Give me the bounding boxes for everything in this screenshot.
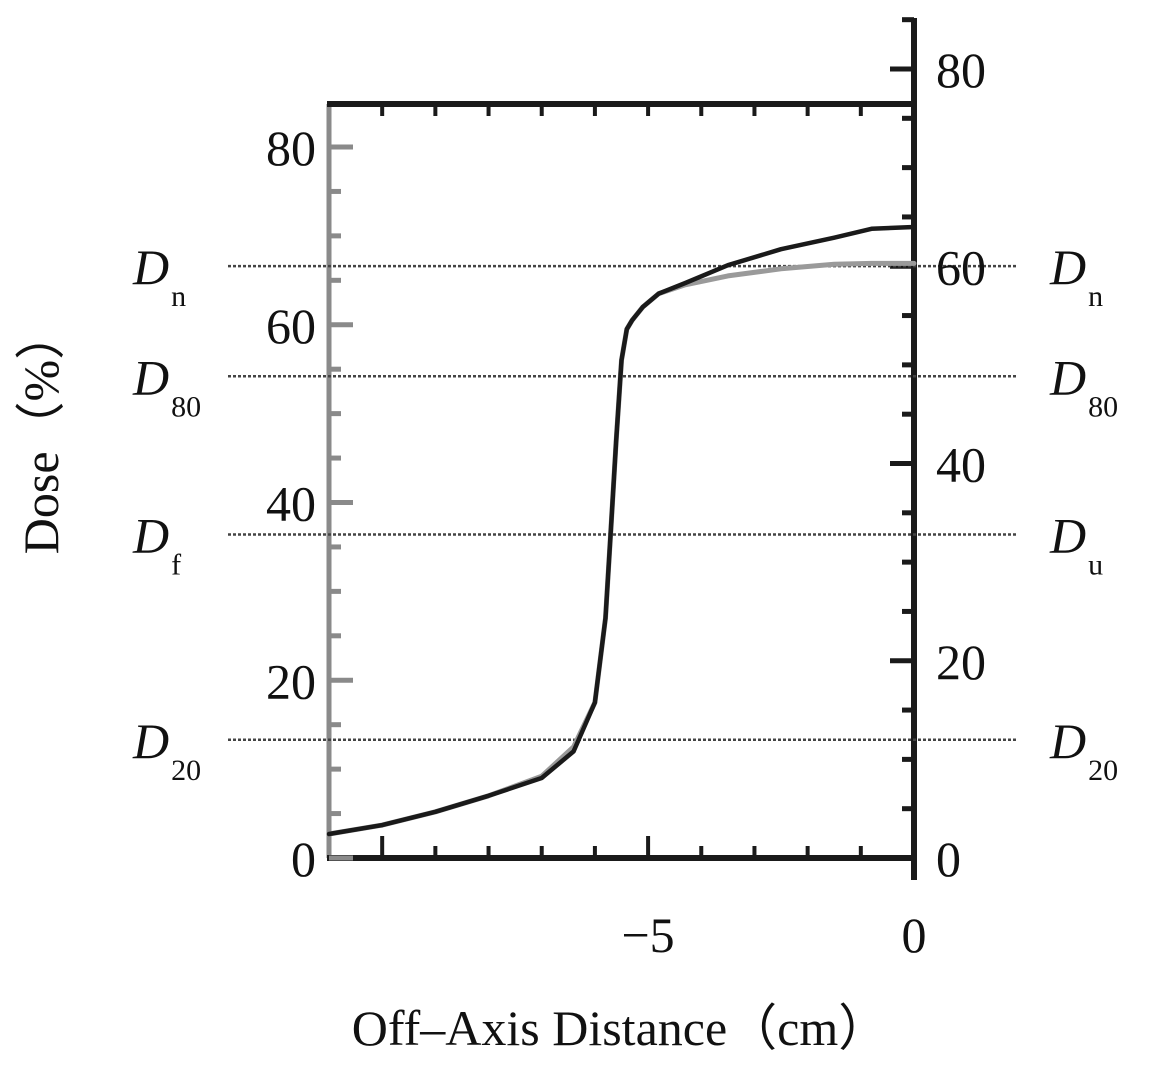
right-y-tick-label: 0 (936, 831, 961, 887)
dose-curves (326, 224, 917, 837)
right-y-tick-label: 20 (936, 634, 986, 690)
left-reference-label: D80 (132, 349, 201, 423)
x-tick-label: 0 (902, 907, 927, 963)
left-reference-label: Df (132, 507, 181, 581)
right-y-tick-label: 40 (936, 437, 986, 493)
left-reference-label: D20 (132, 713, 201, 787)
left-y-tick-label: 20 (266, 653, 316, 709)
dose-curve (326, 224, 917, 837)
right-reference-label: D20 (1049, 713, 1118, 787)
plot-frame (326, 18, 917, 880)
reference-lines (228, 264, 1018, 742)
reference-labels: Dn Dn D80 D80 Df Du D20 D20 (132, 239, 1118, 787)
y-axis-title: Dose（%） (13, 310, 69, 554)
right-y-tick-label: 60 (936, 239, 986, 295)
x-tick-label: −5 (621, 907, 674, 963)
left-y-tick-label: 0 (291, 831, 316, 887)
tick-labels: 0 20 40 60 80 0 20 40 60 80 −5 0 (266, 42, 986, 963)
right-reference-label: Du (1049, 507, 1103, 581)
right-reference-label: D80 (1049, 349, 1118, 423)
right-y-tick-label: 80 (936, 42, 986, 98)
left-y-tick-label: 60 (266, 298, 316, 354)
minor-ticks (329, 17, 916, 861)
x-axis-title: Off–Axis Distance（cm） (352, 1000, 888, 1056)
left-y-tick-label: 80 (266, 120, 316, 176)
right-reference-label: Dn (1049, 239, 1103, 313)
left-y-tick-label: 40 (266, 476, 316, 532)
left-reference-label: Dn (132, 239, 186, 313)
